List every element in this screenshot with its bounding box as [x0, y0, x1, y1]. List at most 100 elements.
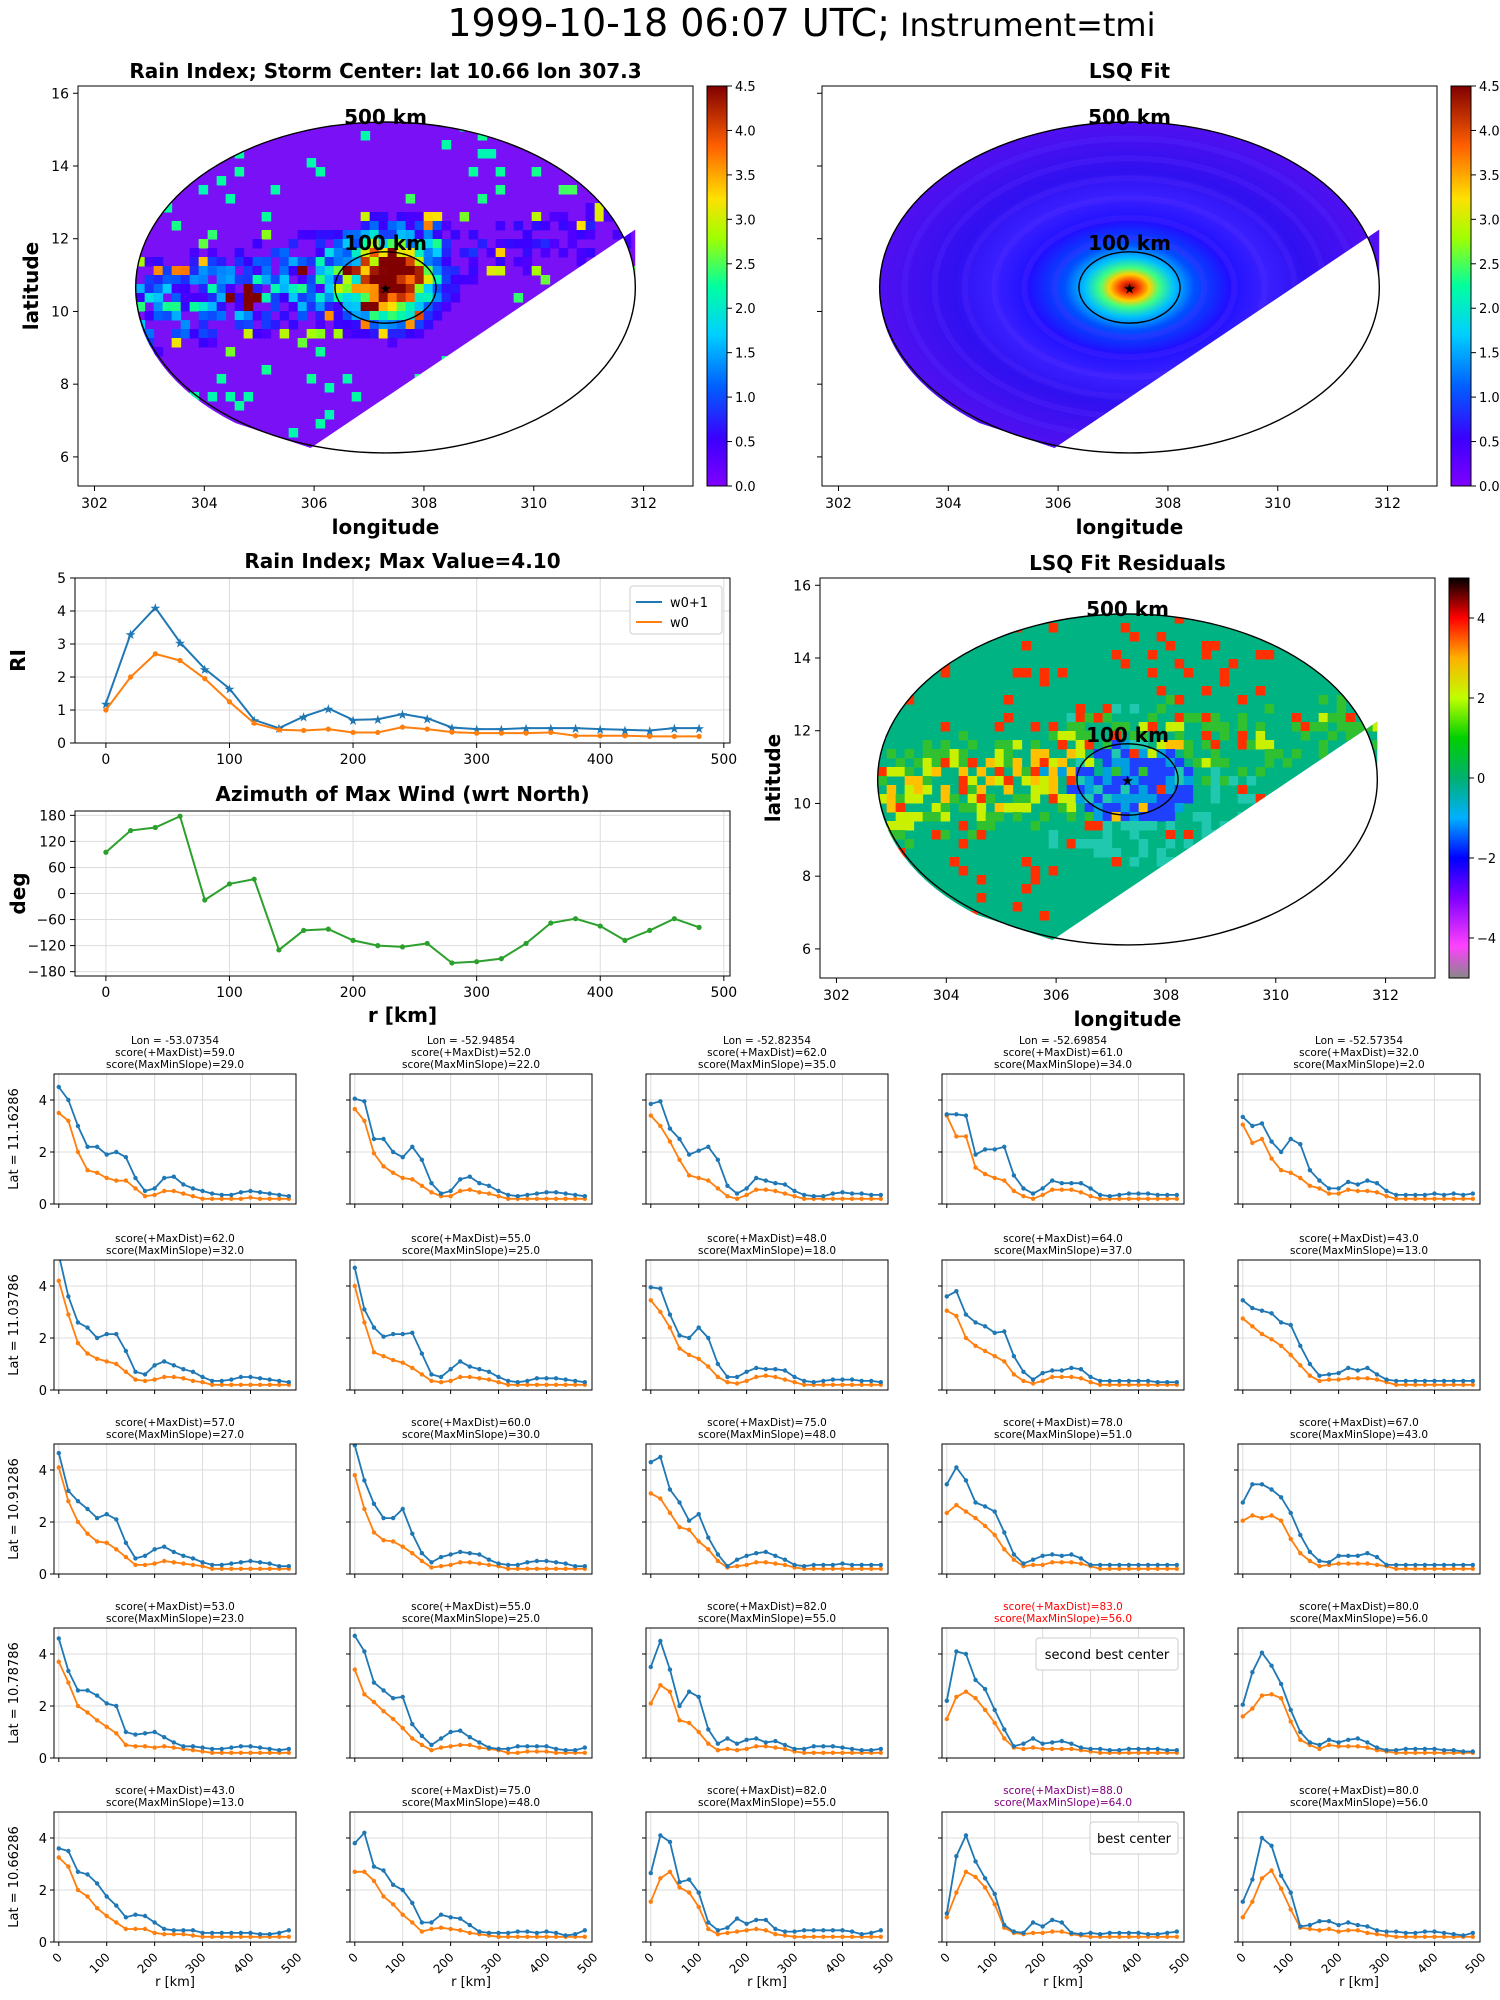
profile-point — [104, 1331, 109, 1337]
profile-point — [1374, 1745, 1380, 1750]
residual-cell — [1318, 740, 1329, 750]
chart-title: Rain Index; Max Value=4.10 — [244, 549, 560, 573]
profile-point — [85, 1506, 90, 1512]
profile-point — [248, 1930, 253, 1936]
profile-point — [352, 1869, 357, 1875]
profile-point — [982, 1147, 988, 1152]
rain-cell — [135, 293, 146, 303]
residual-cell — [1345, 713, 1356, 723]
profile-point — [944, 1112, 949, 1117]
residual-cell — [1165, 812, 1176, 822]
profile-point — [419, 1183, 425, 1189]
profile-point — [1030, 1196, 1036, 1202]
column-lon-label: Lon = -52.69854 — [1019, 1035, 1107, 1047]
residual-cell — [1129, 794, 1140, 804]
x-tick-label: 308 — [1155, 496, 1182, 512]
rain-cell — [441, 302, 452, 312]
score-maxminslope: score(MaxMinSlope)=30.0 — [402, 1429, 540, 1441]
residual-cell — [1075, 794, 1086, 804]
profile-point — [1069, 1181, 1074, 1186]
residual-cell — [1111, 758, 1122, 768]
residual-cell — [895, 803, 906, 813]
profile-point — [648, 1664, 653, 1670]
residual-cell — [904, 812, 915, 822]
profile-point — [94, 1693, 100, 1698]
profile-point — [696, 1356, 701, 1362]
profile-point — [152, 1920, 157, 1925]
profile-point — [1288, 1170, 1293, 1176]
profile-point — [792, 1188, 797, 1194]
profile-point — [706, 1547, 711, 1552]
profile-point — [534, 1744, 540, 1749]
residual-cell — [967, 803, 978, 813]
rain-cell — [306, 329, 317, 339]
profile-point — [1346, 1187, 1351, 1192]
residual-cell — [1039, 938, 1050, 940]
profile-point — [686, 1518, 692, 1523]
rain-cell — [432, 221, 443, 231]
rain-cell — [315, 284, 326, 294]
residual-cell — [1237, 794, 1248, 804]
axes-frame — [74, 810, 731, 977]
rain-cell — [333, 257, 344, 267]
profile-point — [381, 1164, 386, 1169]
profile-point — [238, 1750, 244, 1756]
x-axis-label: longitude — [1074, 1007, 1182, 1031]
profile-point — [849, 1929, 855, 1934]
profile-point — [209, 1191, 215, 1196]
rain-cell — [423, 275, 434, 285]
profile-point — [715, 1928, 721, 1933]
residual-cell — [1003, 758, 1014, 768]
residual-cell — [1201, 830, 1212, 840]
rain-cell — [414, 383, 425, 393]
profile-point — [1326, 1919, 1332, 1924]
rain-cell — [432, 248, 443, 258]
rain-cell — [360, 275, 371, 285]
profile-point — [696, 1694, 701, 1700]
profile-point — [944, 1294, 949, 1299]
residual-cell — [1102, 740, 1113, 750]
profile-point — [1317, 1746, 1322, 1752]
profile-point — [878, 1934, 884, 1940]
rain-cell — [450, 275, 461, 285]
residual-cell — [1030, 794, 1041, 804]
rain-cell — [378, 266, 389, 276]
profile-point — [1336, 1740, 1341, 1745]
rain-cell — [324, 302, 335, 312]
profile-point — [390, 1149, 396, 1155]
axes-frame — [645, 1811, 889, 1943]
colorbar-tick-label: 2.5 — [735, 258, 756, 273]
residual-cell — [1111, 722, 1122, 732]
profile-point — [696, 1148, 701, 1153]
profile-point — [1346, 1920, 1351, 1925]
rain-cell — [360, 239, 371, 249]
rain-cell — [459, 275, 470, 285]
residual-cell — [1030, 785, 1041, 795]
profile-point — [371, 1136, 377, 1142]
profile-point — [1021, 1186, 1026, 1191]
profile-point — [686, 1890, 692, 1895]
series-point — [375, 729, 381, 736]
profile-point — [1126, 1382, 1132, 1388]
profile-point — [1346, 1737, 1351, 1743]
profile-point — [114, 1903, 119, 1908]
score-maxminslope: score(MaxMinSlope)=48.0 — [402, 1797, 540, 1809]
profile-point — [1259, 1650, 1265, 1655]
profile-point — [1393, 1382, 1399, 1388]
rain-cell — [387, 329, 398, 339]
profile-point — [390, 1716, 396, 1722]
residual-cell — [1165, 839, 1176, 849]
series-point — [152, 824, 158, 831]
x-tick-label: 310 — [520, 496, 547, 512]
rain-cell — [171, 329, 182, 339]
profile-line-w0 — [650, 1299, 881, 1386]
score-maxdist: score(+MaxDist)=78.0 — [1003, 1417, 1123, 1429]
ring-100km — [1076, 743, 1179, 816]
x-tick-label: 400 — [822, 1950, 848, 1976]
profile-point — [544, 1376, 549, 1381]
profile-point — [849, 1750, 855, 1756]
residual-cell — [1102, 704, 1113, 714]
residual-cell — [895, 659, 906, 669]
profile-point — [85, 1325, 90, 1330]
residual-cell — [1066, 722, 1077, 732]
